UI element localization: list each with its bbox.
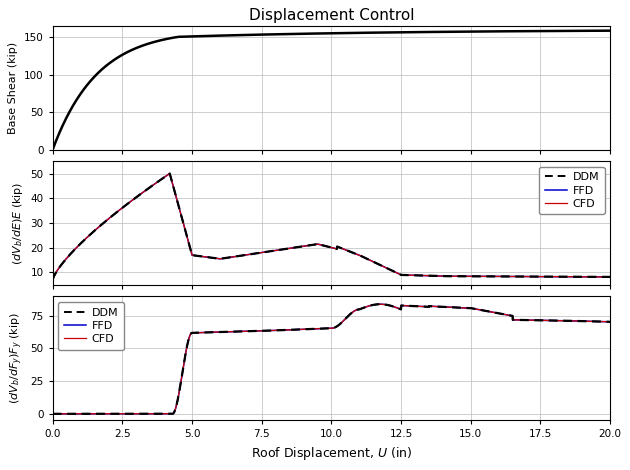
Y-axis label: $(dV_b/dE)E$ (kip): $(dV_b/dE)E$ (kip) [11, 181, 25, 265]
Y-axis label: $(dV_b/dF_y)F_y$ (kip): $(dV_b/dF_y)F_y$ (kip) [8, 312, 25, 404]
Y-axis label: Base Shear (kip): Base Shear (kip) [8, 42, 18, 134]
Legend: DDM, FFD, CFD: DDM, FFD, CFD [539, 167, 605, 214]
Legend: DDM, FFD, CFD: DDM, FFD, CFD [58, 302, 123, 350]
Title: Displacement Control: Displacement Control [249, 8, 414, 24]
X-axis label: Roof Displacement, $U$ (in): Roof Displacement, $U$ (in) [251, 445, 412, 462]
